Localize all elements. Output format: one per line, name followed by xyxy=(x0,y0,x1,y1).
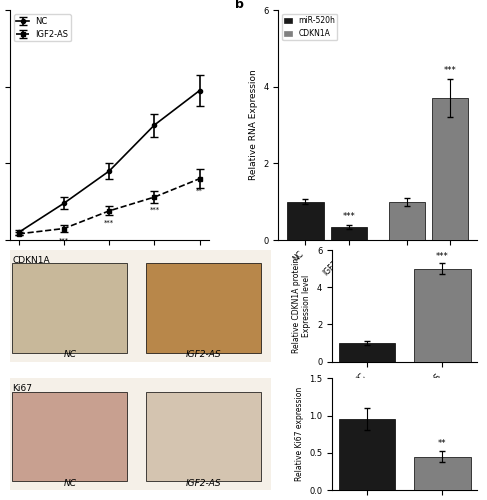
Text: NC: NC xyxy=(63,479,76,488)
Legend: miR-520h, CDKN1A: miR-520h, CDKN1A xyxy=(282,14,337,40)
Y-axis label: Relative RNA Expression: Relative RNA Expression xyxy=(249,70,258,180)
Text: CDKN1A: CDKN1A xyxy=(12,256,50,264)
Text: IGF2-AS: IGF2-AS xyxy=(186,479,221,488)
Text: **: ** xyxy=(196,188,203,194)
Text: NC: NC xyxy=(63,350,76,360)
FancyBboxPatch shape xyxy=(12,392,127,481)
Text: **: ** xyxy=(438,440,447,448)
Text: ***: *** xyxy=(150,206,159,212)
Bar xyxy=(338,420,395,490)
Bar xyxy=(414,456,470,490)
Y-axis label: Relative Ki67 expression: Relative Ki67 expression xyxy=(295,387,304,482)
Bar xyxy=(287,202,323,240)
Legend: NC, IGF2-AS: NC, IGF2-AS xyxy=(14,14,71,42)
FancyBboxPatch shape xyxy=(146,392,261,481)
Text: ***: *** xyxy=(104,220,114,226)
Bar xyxy=(338,343,395,361)
Text: ***: *** xyxy=(444,66,456,75)
FancyBboxPatch shape xyxy=(12,264,127,352)
Bar xyxy=(414,268,470,362)
Y-axis label: Relative CDKN1A protein
Expression level: Relative CDKN1A protein Expression level xyxy=(292,258,311,354)
X-axis label: Time（week）: Time（week） xyxy=(78,264,140,274)
Text: ***: *** xyxy=(59,238,69,244)
Text: ***: *** xyxy=(342,212,355,221)
Text: Ki67: Ki67 xyxy=(12,384,32,393)
Bar xyxy=(432,98,468,240)
Bar xyxy=(389,202,425,240)
Bar xyxy=(331,226,367,240)
Text: IGF2-AS: IGF2-AS xyxy=(186,350,221,360)
Text: ***: *** xyxy=(436,252,449,261)
FancyBboxPatch shape xyxy=(146,264,261,352)
Text: b: b xyxy=(235,0,244,12)
